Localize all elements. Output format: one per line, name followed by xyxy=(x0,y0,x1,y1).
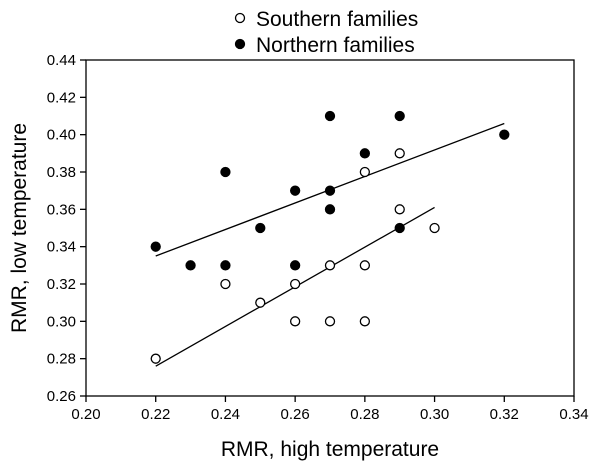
x-tick-label: 0.24 xyxy=(211,406,240,423)
data-point-northern xyxy=(150,241,161,252)
y-tick-label: 0.44 xyxy=(47,52,76,69)
y-tick-label: 0.32 xyxy=(47,276,76,293)
data-point-northern xyxy=(220,260,231,271)
x-axis-title: RMR, high temperature xyxy=(221,438,439,461)
y-tick-label: 0.26 xyxy=(47,388,76,405)
y-tick-label: 0.30 xyxy=(47,313,76,330)
data-point-southern xyxy=(429,222,440,234)
y-tick-label: 0.38 xyxy=(47,164,76,181)
data-point-northern xyxy=(324,110,336,122)
data-point-southern xyxy=(220,278,231,290)
x-axis-ticks: 0.20 0.22 0.24 0.26 0.28 0.30 0.32 0.34 xyxy=(71,396,589,423)
legend-label-southern: Southern families xyxy=(256,8,418,31)
data-point-northern xyxy=(394,222,405,234)
legend: Southern families Northern families xyxy=(234,8,418,57)
data-point-northern xyxy=(255,222,266,234)
data-point-northern xyxy=(185,260,196,271)
data-point-southern xyxy=(359,260,371,271)
x-tick-label: 0.34 xyxy=(559,406,588,423)
data-point-northern xyxy=(289,260,301,271)
data-point-southern xyxy=(150,353,161,364)
y-tick-label: 0.34 xyxy=(47,239,76,256)
x-tick-label: 0.20 xyxy=(71,406,100,423)
data-point-northern xyxy=(324,185,336,196)
data-point-southern xyxy=(289,316,301,327)
data-point-northern xyxy=(359,148,371,159)
x-tick-label: 0.28 xyxy=(350,406,379,423)
data-point-southern xyxy=(359,166,371,178)
y-tick-label: 0.40 xyxy=(47,127,76,144)
data-points xyxy=(150,110,510,364)
data-point-northern xyxy=(289,185,301,196)
fit-lines xyxy=(155,122,505,367)
data-point-southern xyxy=(324,316,336,327)
y-axis-ticks: 0.26 0.28 0.30 0.32 0.34 0.36 0.38 0.40 0.42 0.44 xyxy=(47,52,86,405)
x-tick-label: 0.26 xyxy=(281,406,310,423)
data-point-northern xyxy=(394,110,405,122)
legend-marker-southern xyxy=(234,12,246,24)
x-tick-label: 0.22 xyxy=(141,406,170,423)
data-point-northern xyxy=(220,166,231,178)
y-tick-label: 0.42 xyxy=(47,89,76,106)
data-point-southern xyxy=(324,260,336,271)
data-point-southern xyxy=(289,278,301,290)
data-point-southern xyxy=(255,297,266,308)
data-point-northern xyxy=(324,204,336,215)
x-tick-label: 0.32 xyxy=(490,406,519,423)
legend-label-northern: Northern families xyxy=(256,34,415,57)
legend-marker-northern xyxy=(234,38,246,50)
y-axis-title: RMR, low temperature xyxy=(8,123,31,333)
data-point-northern xyxy=(499,129,510,140)
data-point-southern xyxy=(394,204,405,215)
plot-area-frame xyxy=(85,59,575,397)
data-point-southern xyxy=(394,148,405,159)
y-tick-label: 0.28 xyxy=(47,351,76,368)
x-tick-label: 0.30 xyxy=(420,406,449,423)
y-tick-label: 0.36 xyxy=(47,201,76,218)
data-point-southern xyxy=(359,316,371,327)
